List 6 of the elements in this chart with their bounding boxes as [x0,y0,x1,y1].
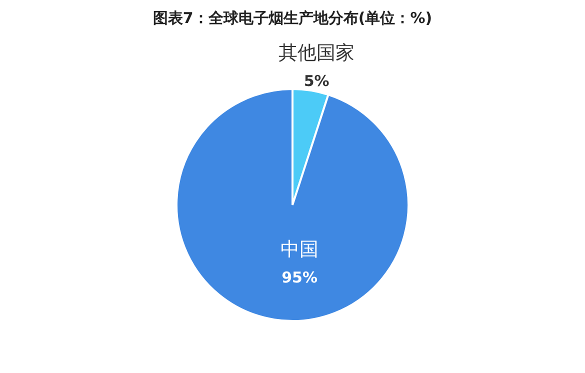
pie-slice [176,88,410,322]
data-label: 5% [304,72,330,90]
slice-label: 中国 [280,238,319,260]
data-label: 95% [282,268,318,286]
slice-label: 其他国家 [278,42,355,64]
chart-title: 图表7：全球电子烟生产地分布(单位：%) [152,8,432,27]
